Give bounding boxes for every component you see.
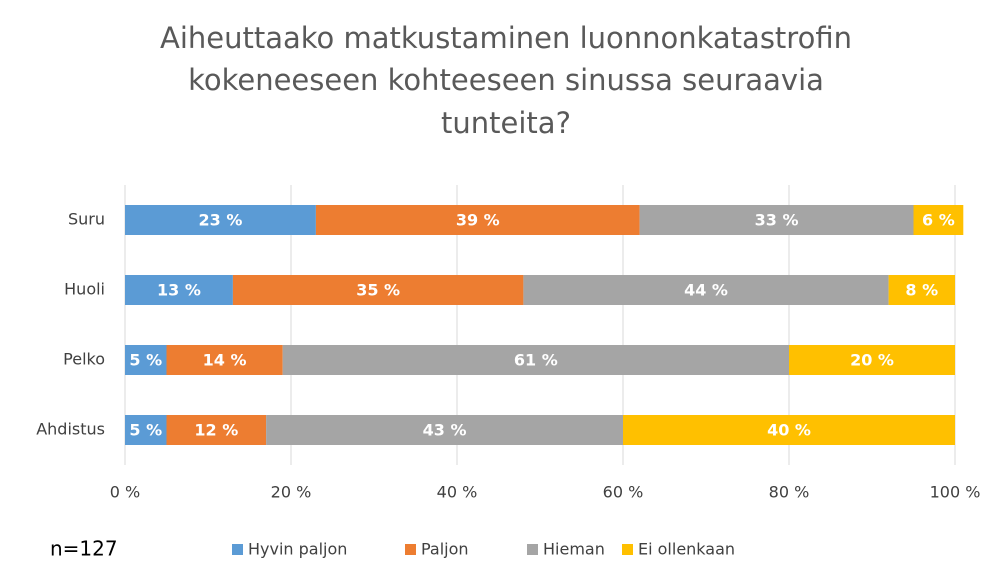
bar-segment: [639, 205, 914, 235]
x-tick-label: 100 %: [930, 483, 981, 502]
x-tick-label: 40 %: [437, 483, 478, 502]
legend-label: Paljon: [421, 540, 469, 559]
data-label: 61 %: [514, 351, 558, 370]
bar-segment: [789, 345, 955, 375]
x-tick-label: 0 %: [110, 483, 140, 502]
bar-segment: [266, 415, 623, 445]
data-label: 35 %: [356, 281, 400, 300]
annotation: n=127: [50, 537, 118, 561]
data-label: 12 %: [194, 421, 238, 440]
legend-label: Ei ollenkaan: [638, 540, 735, 559]
legend-swatch: [232, 544, 243, 555]
x-tick-label: 60 %: [603, 483, 644, 502]
y-tick-label: Pelko: [63, 350, 105, 369]
bar-segment: [523, 275, 889, 305]
data-label: 14 %: [203, 351, 247, 370]
data-label: 20 %: [850, 351, 894, 370]
bar-segment: [888, 275, 955, 305]
data-label: 43 %: [423, 421, 467, 440]
bar-segment: [125, 205, 316, 235]
bar-segment: [125, 275, 233, 305]
chart-title: Aiheuttaako matkustaminen luonnonkatastr…: [160, 21, 852, 55]
legend-swatch: [622, 544, 633, 555]
bar-segment: [166, 345, 283, 375]
bar-segment: [913, 205, 964, 235]
data-label: 5 %: [129, 421, 162, 440]
y-tick-label: Suru: [68, 210, 105, 229]
data-label: 40 %: [767, 421, 811, 440]
x-tick-label: 80 %: [769, 483, 810, 502]
legend-label: Hieman: [543, 540, 605, 559]
y-tick-label: Ahdistus: [36, 420, 105, 439]
data-label: 6 %: [922, 211, 955, 230]
bar-segment: [125, 415, 167, 445]
data-label: 23 %: [199, 211, 243, 230]
bar-segment: [623, 415, 955, 445]
data-label: 8 %: [905, 281, 938, 300]
data-label: 13 %: [157, 281, 201, 300]
bar-segment: [166, 415, 267, 445]
chart-title: tunteita?: [441, 106, 571, 140]
bar-segment: [282, 345, 789, 375]
bar-segment: [232, 275, 524, 305]
data-label: 33 %: [755, 211, 799, 230]
chart-title: kokeneeseen kohteeseen sinussa seuraavia: [188, 63, 824, 97]
legend-swatch: [527, 544, 538, 555]
data-label: 5 %: [129, 351, 162, 370]
legend-label: Hyvin paljon: [248, 540, 347, 559]
data-label: 39 %: [456, 211, 500, 230]
bar-segment: [315, 205, 640, 235]
bar-segment: [125, 345, 167, 375]
y-tick-label: Huoli: [64, 280, 105, 299]
data-label: 44 %: [684, 281, 728, 300]
x-tick-label: 20 %: [271, 483, 312, 502]
legend-swatch: [405, 544, 416, 555]
